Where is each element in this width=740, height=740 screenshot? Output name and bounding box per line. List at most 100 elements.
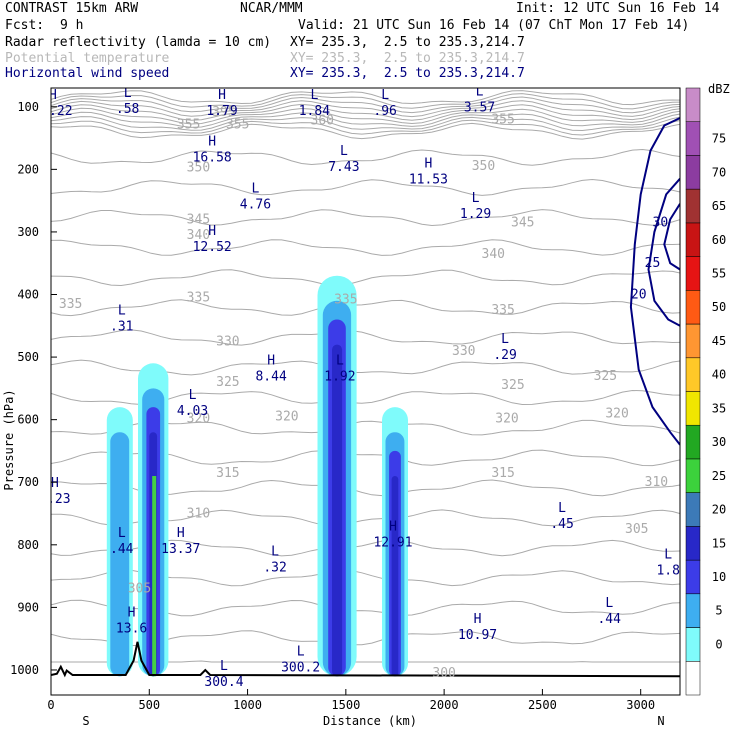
theta-label: 350 [472, 159, 495, 174]
theta-label: 315 [491, 466, 514, 481]
extremum-symbol: L [558, 501, 566, 516]
theta-label: 330 [216, 334, 239, 349]
extremum-symbol: L [124, 86, 132, 101]
colorbar-level-label: 20 [712, 503, 726, 517]
header-title: CONTRAST 15km ARW [5, 1, 139, 16]
theta-contour-line [51, 122, 680, 140]
field1-xy: XY= 235.3, 2.5 to 235.3,214.7 [290, 35, 525, 50]
theta-contour-line [51, 93, 680, 110]
theta-contour-line [51, 103, 680, 121]
theta-contour-line [51, 239, 680, 256]
theta-contour-line [51, 269, 680, 287]
colorbar-level-label: 65 [712, 199, 726, 213]
y-tick-label: 100 [17, 100, 39, 114]
colorbar-swatch [685, 559, 701, 595]
colorbar-level-label: 25 [712, 469, 726, 483]
theta-contour-line [51, 90, 680, 106]
colorbar-swatch [685, 121, 701, 156]
theta-contour-line [51, 116, 680, 132]
colorbar-level-label: 5 [715, 604, 722, 618]
theta-label: 300 [432, 666, 455, 681]
extremum-value: .45 [550, 517, 573, 532]
theta-label: 395 [212, 105, 235, 120]
theta-label: 305 [128, 582, 151, 597]
x-end-label-north: N [657, 714, 664, 728]
extremum-value: 1.84 [299, 104, 330, 119]
extremum-value: .58 [116, 102, 139, 117]
header-init: Init: 12 UTC Sun 16 Feb 14 [516, 1, 720, 16]
y-tick-label: 800 [17, 538, 39, 552]
extremum-symbol: H [208, 135, 216, 150]
theta-label: 350 [187, 160, 210, 175]
theta-label: 310 [645, 475, 668, 490]
extremum-symbol: L [220, 659, 228, 674]
x-tick-label: 1000 [233, 698, 262, 712]
theta-contour-line [51, 178, 680, 196]
extremum-value: 13.6 [116, 621, 147, 636]
extremum-symbol: H [267, 354, 275, 369]
extremum-value: .44 [597, 612, 621, 627]
colorbar-level-label: 45 [712, 334, 726, 348]
extremum-symbol: L [297, 645, 305, 660]
extremum-symbol: L [664, 548, 672, 563]
terrain [51, 641, 680, 678]
cell-520-core [152, 476, 157, 677]
theta-label: 305 [625, 522, 648, 537]
colorbar-swatch [685, 188, 701, 224]
theta-label: 335 [59, 297, 82, 312]
theta-label: 320 [495, 411, 518, 426]
extremum-value: 1.79 [206, 104, 237, 119]
extremum-value: .31 [110, 320, 133, 335]
header-valid: Valid: 21 UTC Sun 16 Feb 14 (07 ChT Mon … [298, 18, 690, 33]
y-tick-label: 600 [17, 413, 39, 427]
extremum-symbol: H [474, 612, 482, 627]
extremum-value: 12.52 [193, 240, 232, 255]
theta-label: 335 [334, 293, 357, 308]
extremum-value: 1.92 [324, 370, 355, 385]
extremum-symbol: L [381, 88, 389, 103]
extremum-value: .32 [263, 561, 286, 576]
colorbar-unit: dBZ [708, 82, 730, 96]
theta-label: 345 [511, 216, 534, 231]
colorbar-swatch [685, 290, 701, 325]
extremum-value: 300.4 [204, 675, 243, 690]
theta-label: 325 [216, 375, 239, 390]
extremum-symbol: L [118, 304, 126, 319]
isotach-25 [647, 178, 680, 327]
colorbar-level-label: 10 [712, 570, 726, 584]
theta-label: 320 [605, 406, 628, 421]
x-tick-label: 2500 [528, 698, 557, 712]
isotach-20 [629, 117, 680, 446]
extremum-symbol: H [208, 224, 216, 239]
theta-contour-line [51, 209, 680, 227]
extremum-symbol: H [177, 526, 185, 541]
theta-label: 355 [177, 117, 200, 132]
y-tick-label: 400 [17, 288, 39, 302]
y-tick-label: 300 [17, 225, 39, 239]
colorbar-swatch [685, 357, 701, 392]
theta-label: 360 [311, 114, 334, 129]
extremum-symbol: L [271, 545, 279, 560]
theta-label: 315 [216, 466, 239, 481]
colorbar-swatch [685, 458, 701, 493]
theta-label: 330 [452, 344, 475, 359]
y-tick-label: 900 [17, 600, 39, 614]
extremum-value: 300.2 [281, 661, 320, 676]
header-fcst-label: Fcst: [5, 18, 45, 33]
extremum-symbol: H [49, 88, 57, 103]
colorbar-level-label: 40 [712, 368, 726, 382]
colorbar-swatch [685, 627, 701, 662]
cell-1455-band [332, 344, 343, 677]
colorbar-swatch [685, 155, 701, 190]
theta-label: 325 [501, 378, 524, 393]
y-tick-label: 200 [17, 162, 39, 176]
field1-name: Radar reflectivity (lamda = 10 cm) [5, 35, 272, 50]
isotach-label: 25 [645, 256, 661, 271]
y-tick-label: 700 [17, 475, 39, 489]
extremum-value: 8.44 [255, 370, 286, 385]
extremum-symbol: L [476, 85, 484, 100]
x-tick-label: 3000 [626, 698, 655, 712]
isotach-label: 20 [631, 288, 647, 303]
